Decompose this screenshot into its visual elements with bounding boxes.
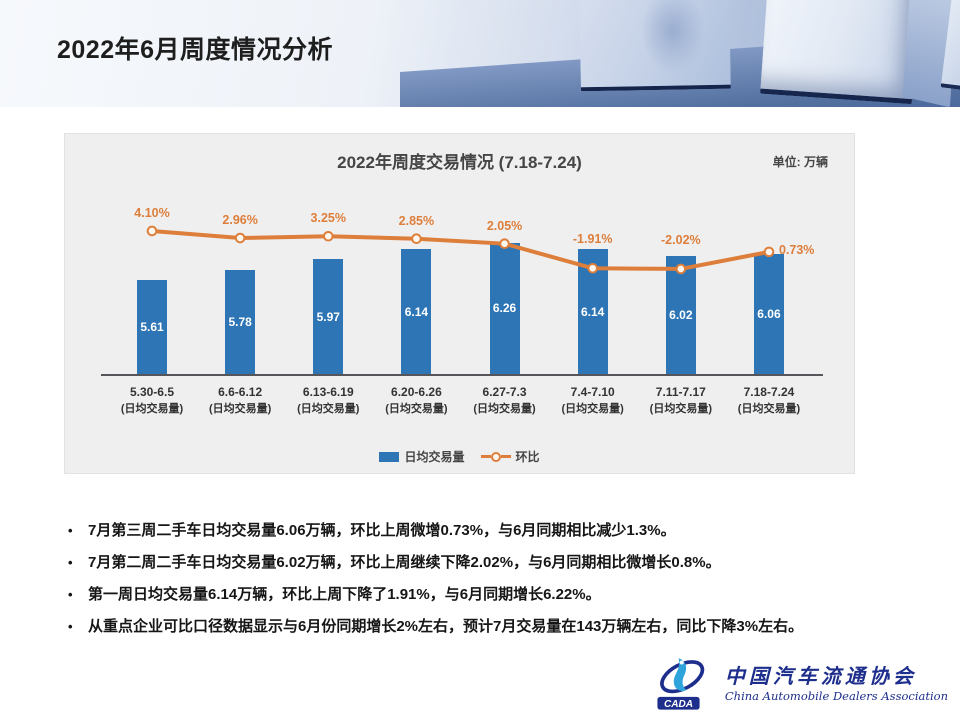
x-axis-label: 7.4-7.10 (日均交易量) — [561, 385, 624, 415]
bullet-marker: • — [68, 619, 73, 634]
line-legend-segment — [500, 455, 511, 458]
bar-6.6-6.12: 5.78 — [225, 270, 256, 374]
bullet-text: 7月第二周二手车日均交易量6.02万辆，环比上周继续下降2.02%，与6月同期相… — [88, 554, 721, 571]
bar-value-label: 5.78 — [228, 315, 252, 330]
bar-value-label: 6.14 — [404, 304, 429, 319]
bar-value-label: 6.26 — [492, 301, 517, 316]
cada-logo: CADA 中国汽车流通协会 China Automobile Dealers A… — [651, 654, 948, 714]
bar-7.18-7.24: 6.06 — [753, 254, 784, 374]
bullet-item: • 7月第二周二手车日均交易量6.02万辆，环比上周继续下降2.02%，与6月同期… — [68, 552, 908, 573]
legend-item-line: 环比 — [480, 448, 540, 465]
line-marker — [322, 230, 334, 242]
x-axis-label: 7.18-7.24 (日均交易量) — [737, 385, 801, 415]
line-legend-dot — [490, 451, 501, 462]
line-marker — [675, 263, 687, 275]
line-marker — [763, 246, 775, 258]
bullet-marker: • — [68, 587, 73, 602]
bar-legend-swatch — [379, 451, 400, 462]
line-marker — [146, 225, 158, 237]
page-title: 2022年6月周度情况分析 — [57, 36, 334, 64]
summary-bullets: • 7月第三周二手车日均交易量6.06万辆，环比上周微增0.73%，与6月同期相比… — [68, 520, 908, 648]
legend-label: 环比 — [515, 450, 540, 464]
bullet-marker: • — [68, 555, 73, 570]
x-axis-label: 5.30-6.5 (日均交易量) — [120, 385, 184, 415]
globe-cube-decoration — [579, 0, 731, 92]
x-axis-label: 6.13-6.19 (日均交易量) — [297, 385, 360, 415]
line-value-label: 2.05% — [486, 218, 523, 233]
line-marker — [587, 262, 599, 274]
ratio-line-series — [146, 225, 775, 275]
line-marker — [411, 233, 422, 245]
line-legend-marker — [480, 451, 511, 462]
bar-5.30-6.5: 5.61 — [137, 279, 167, 374]
x-axis-label: 7.11-7.17 (日均交易量) — [649, 385, 712, 415]
line-marker — [234, 232, 246, 244]
header-band — [0, 0, 960, 107]
bullet-item: • 从重点企业可比口径数据显示与6月份同期增长2%左右，预计7月交易量在143万辆… — [68, 616, 908, 637]
x-axis-line — [101, 374, 823, 376]
line-value-label: 4.10% — [134, 205, 170, 220]
chart-plot-area: 5.61 5.78 5.97 6.14 6.26 6.14 6.02 6.06 4.10% 2.9… — [65, 134, 856, 475]
bar-6.13-6.19: 5.97 — [313, 259, 344, 374]
bullet-text: 第一周日均交易量6.14万辆，环比上周下降了1.91%，与6月同期增长6.22%… — [88, 586, 601, 603]
bullet-marker: • — [68, 523, 73, 538]
bar-value-label: 5.61 — [140, 319, 164, 334]
line-marker — [499, 238, 510, 249]
bar-value-label: 6.06 — [757, 307, 781, 321]
bullet-item: • 7月第三周二手车日均交易量6.06万辆，环比上周微增0.73%，与6月同期相比… — [68, 520, 908, 541]
legend-label: 日均交易量 — [404, 450, 465, 464]
bar-value-label: 6.14 — [581, 304, 605, 319]
org-name-en: China Automobile Dealers Association — [724, 688, 948, 703]
line-value-label: 0.73% — [778, 242, 815, 257]
bar-6.27-7.3: 6.26 — [489, 242, 520, 374]
line-legend-segment — [480, 455, 491, 458]
chart-unit-label: 单位: 万辆 — [772, 155, 828, 169]
chart-title: 2022年周度交易情况 (7.18-7.24) — [337, 153, 582, 172]
org-name-cn: 中国汽车流通协会 — [724, 663, 917, 688]
logo-text: 中国汽车流通协会 China Automobile Dealers Associ… — [724, 663, 948, 703]
x-axis-label: 6.6-6.12 (日均交易量) — [208, 385, 272, 415]
legend-item-bar: 日均交易量 — [379, 448, 465, 465]
bullet-text: 7月第三周二手车日均交易量6.06万辆，环比上周微增0.73%，与6月同期相比减… — [88, 522, 676, 539]
cube-decoration — [760, 0, 920, 105]
line-value-label: 3.25% — [310, 211, 346, 226]
bar-value-label: 5.97 — [316, 309, 340, 324]
x-axis-label: 6.27-7.3 (日均交易量) — [473, 385, 536, 415]
bar-7.11-7.17: 6.02 — [665, 256, 696, 374]
line-value-label: 2.96% — [222, 213, 258, 228]
bullet-item: • 第一周日均交易量6.14万辆，环比上周下降了1.91%，与6月同期增长6.22… — [68, 584, 908, 605]
weekly-trade-chart: 2022年周度交易情况 (7.18-7.24) 单位: 万辆 5.61 5.78 5… — [64, 133, 855, 474]
line-value-label: 2.85% — [398, 213, 435, 228]
line-value-label: -1.91% — [572, 232, 613, 247]
chart-legend: 日均交易量 环比 — [65, 448, 854, 465]
logo-abbr: CADA — [664, 699, 693, 710]
bar-value-label: 6.02 — [669, 308, 693, 323]
bar-6.20-6.26: 6.14 — [401, 249, 432, 374]
cada-logo-icon: CADA — [657, 658, 705, 710]
x-axis-label: 6.20-6.26 (日均交易量) — [385, 385, 448, 415]
line-value-label: -2.02% — [661, 232, 701, 247]
bullet-text: 从重点企业可比口径数据显示与6月份同期增长2%左右，预计7月交易量在143万辆左… — [88, 618, 804, 635]
logo-swoosh — [673, 658, 687, 692]
